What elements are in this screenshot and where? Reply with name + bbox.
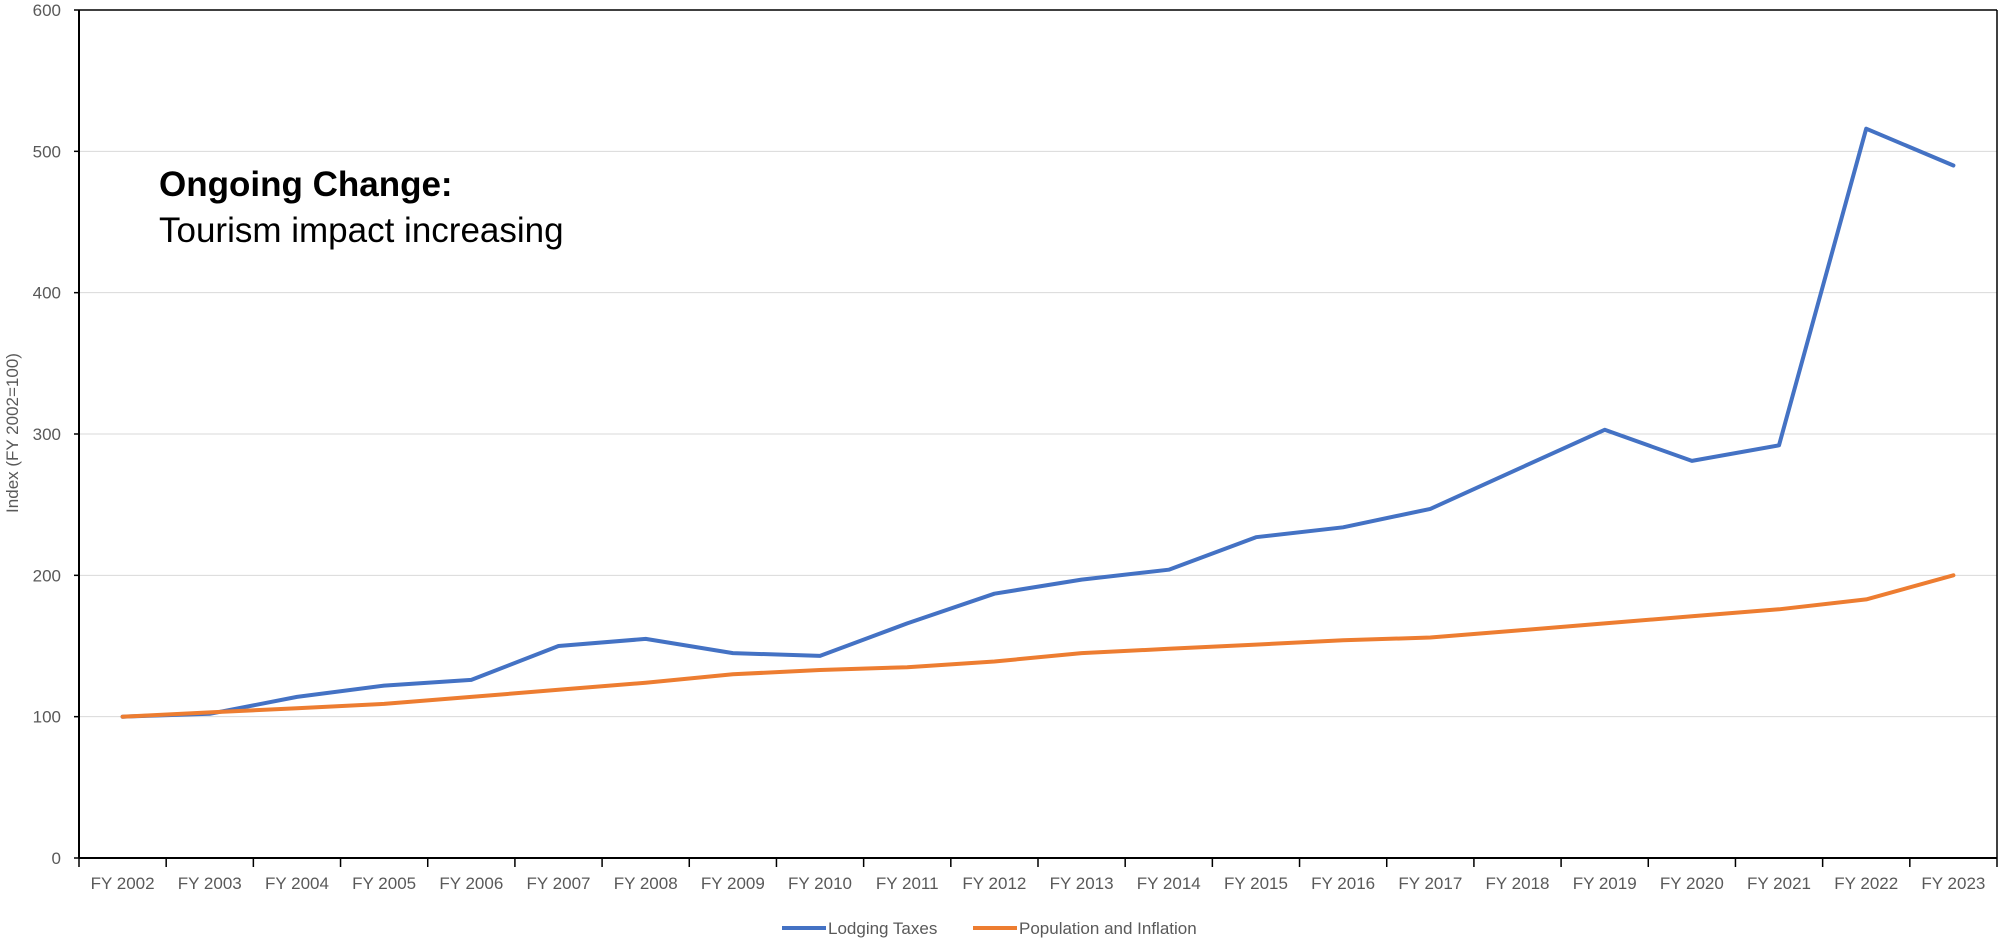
x-tick-label: FY 2009 <box>701 874 765 893</box>
x-tick-label: FY 2022 <box>1834 874 1898 893</box>
x-tick-label: FY 2011 <box>876 874 939 893</box>
x-tick-label: FY 2019 <box>1573 874 1637 893</box>
x-tick-label: FY 2013 <box>1050 874 1114 893</box>
x-tick-label: FY 2016 <box>1311 874 1375 893</box>
x-tick-label: FY 2007 <box>527 874 591 893</box>
x-tick-label: FY 2005 <box>352 874 416 893</box>
series-lines <box>120 126 1956 719</box>
x-tick-label: FY 2014 <box>1137 874 1201 893</box>
series-line-1 <box>120 126 1956 719</box>
annotation-heading: Ongoing Change: <box>159 165 453 204</box>
legend-label: Population and Inflation <box>1019 919 1197 938</box>
x-tick-label: FY 2003 <box>178 874 242 893</box>
y-tick-label: 200 <box>33 566 61 585</box>
x-tick-label: FY 2017 <box>1398 874 1462 893</box>
y-tick-label: 300 <box>33 425 61 444</box>
y-tick-label: 400 <box>33 284 61 303</box>
y-tick-label: 600 <box>33 1 61 20</box>
chart-annotation: Ongoing Change: Tourism impact increasin… <box>159 162 564 254</box>
x-tick-label: FY 2004 <box>265 874 329 893</box>
x-tick-label: FY 2015 <box>1224 874 1288 893</box>
x-tick-label: FY 2002 <box>91 874 155 893</box>
x-tick-label: FY 2010 <box>788 874 852 893</box>
x-tick-label: FY 2008 <box>614 874 678 893</box>
legend: Lodging Taxes Population and Inflation <box>782 919 1197 938</box>
legend-label: Lodging Taxes <box>828 919 937 938</box>
y-tick-label: 0 <box>52 849 61 868</box>
y-tick-label: 100 <box>33 708 61 727</box>
annotation-text: Tourism impact increasing <box>159 211 564 250</box>
x-tick-label: FY 2023 <box>1921 874 1985 893</box>
x-tick-label: FY 2018 <box>1486 874 1550 893</box>
y-tick-label: 500 <box>33 142 61 161</box>
y-axis-title: Index (FY 2002=100) <box>3 353 22 513</box>
x-tick-label: FY 2021 <box>1747 874 1811 893</box>
gridlines <box>79 9 1997 718</box>
x-tick-label: FY 2012 <box>962 874 1026 893</box>
x-tick-label: FY 2020 <box>1660 874 1724 893</box>
series-line-2 <box>120 573 1956 719</box>
x-tick-label: FY 2006 <box>439 874 503 893</box>
axes: 0 100 200 300 400 500 600 FY 2002 FY 2003 FY 2004… <box>33 1 1998 893</box>
